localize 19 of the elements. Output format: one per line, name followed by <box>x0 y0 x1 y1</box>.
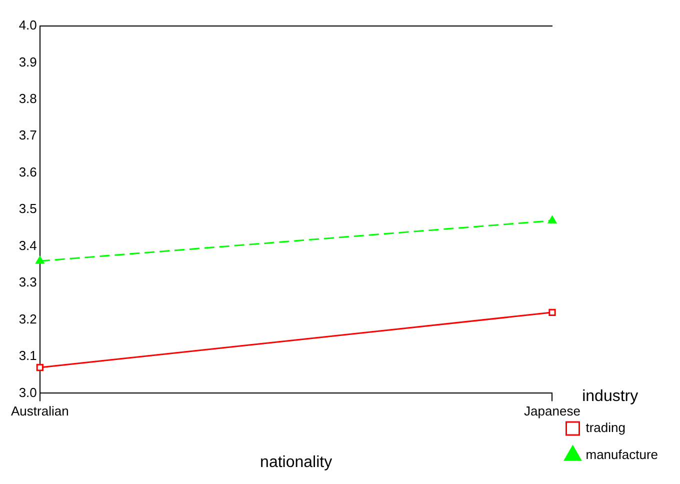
y-tick-label: 3.4 <box>18 238 37 253</box>
y-tick-label: 3.0 <box>18 384 37 400</box>
y-tick-label: 3.5 <box>18 201 37 216</box>
point <box>36 364 44 372</box>
legend-label: manufacture <box>586 447 658 462</box>
y-tick-label: 3.1 <box>18 348 37 364</box>
y-tick-label: 3.2 <box>18 311 37 326</box>
y-tick-label: 3.9 <box>18 54 37 70</box>
legend-label: trading <box>586 420 626 436</box>
x-tick-label: Japanese <box>524 404 580 419</box>
y-tick-label: 3.6 <box>18 164 37 180</box>
x-axis-title: nationality <box>260 454 332 471</box>
y-tick-label: 3.8 <box>18 91 37 106</box>
y-tick-label: 4.0 <box>18 18 37 33</box>
legend-title: industry <box>582 388 638 406</box>
point <box>548 308 556 316</box>
y-tick-label: 3.3 <box>18 274 37 290</box>
x-tick-label: Australian <box>11 404 69 419</box>
y-tick-label: 3.7 <box>18 128 37 143</box>
